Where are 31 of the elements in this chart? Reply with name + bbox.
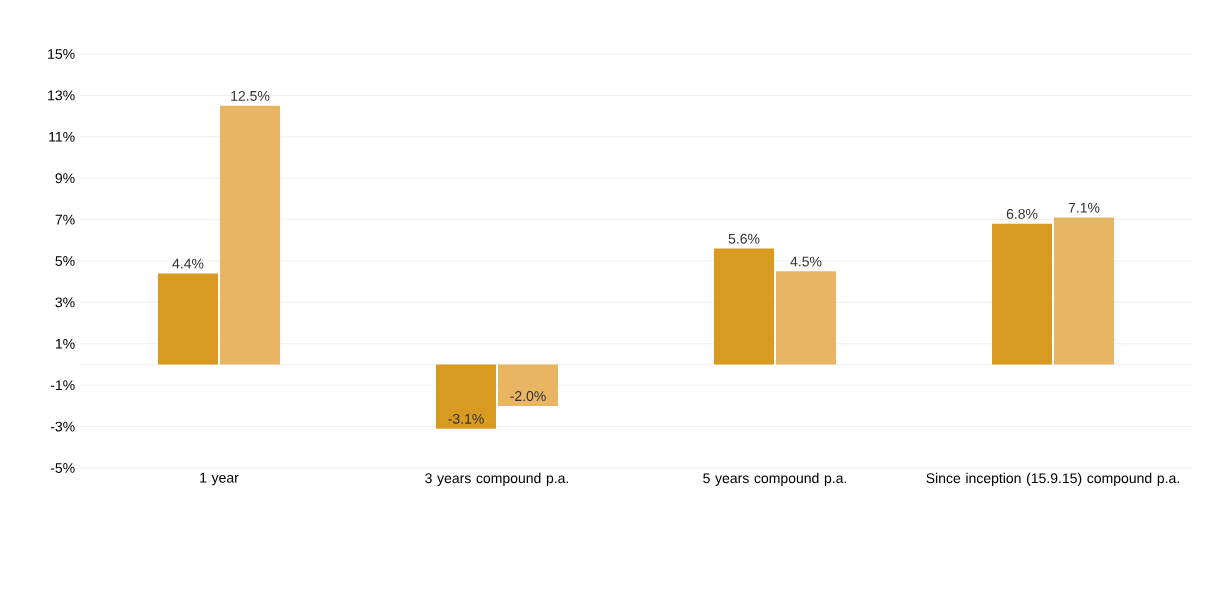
y-tick-label: 9% <box>55 173 75 184</box>
data-label: -3.1% <box>448 413 484 424</box>
bar <box>1053 217 1114 365</box>
y-tick-label: -1% <box>50 380 75 391</box>
x-tick-label: Since inception (15.9.15) compound p.a. <box>926 472 1179 486</box>
bar <box>436 364 496 429</box>
y-tick-label: -3% <box>50 421 75 432</box>
y-tick-label: 1% <box>55 338 75 349</box>
bar <box>992 223 1052 365</box>
data-label: -2.0% <box>510 391 546 402</box>
bar <box>714 248 774 365</box>
bar <box>220 105 280 365</box>
y-tick-label: 13% <box>48 90 75 101</box>
y-tick-label: 15% <box>48 49 75 59</box>
bar <box>775 271 836 365</box>
data-label: 7.1% <box>1068 202 1100 213</box>
x-tick-label: 1 year <box>200 472 239 486</box>
y-tick-label: 7% <box>55 214 75 225</box>
data-label: 6.8% <box>1006 208 1038 219</box>
x-tick-label: 5 years compound p.a. <box>703 472 847 486</box>
y-tick-label: 3% <box>55 297 75 308</box>
x-tick-label: 3 years compound p.a. <box>425 472 569 486</box>
data-label: 12.5% <box>231 90 270 101</box>
y-tick-label: -5% <box>50 463 75 473</box>
data-label: 4.4% <box>172 258 204 269</box>
data-label: 5.6% <box>728 233 760 244</box>
bar <box>497 364 558 406</box>
bar <box>158 273 218 365</box>
data-label: 4.5% <box>790 256 822 267</box>
y-tick-label: 5% <box>55 256 75 266</box>
y-tick-label: 11% <box>49 131 75 142</box>
